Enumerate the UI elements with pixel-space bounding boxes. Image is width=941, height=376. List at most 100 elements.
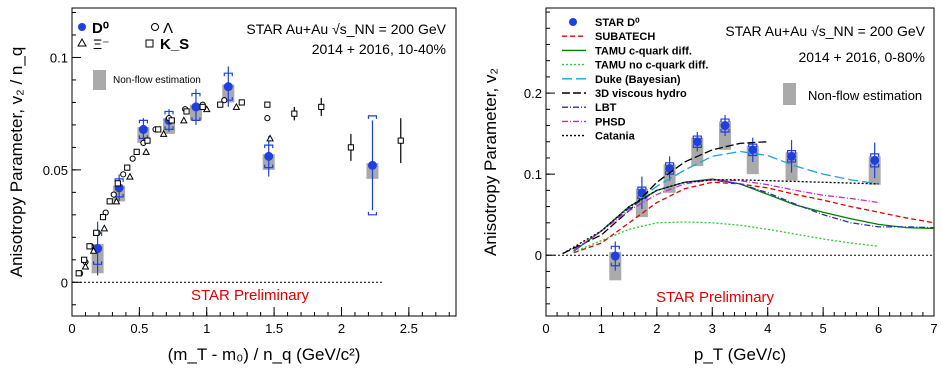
d0-point bbox=[720, 121, 730, 131]
right-panel: 0 1 2 3 4 5 6 7 0 0.1 0.2 Anisotropy Parameter, v₂… bbox=[481, 7, 938, 364]
left-y-tick-label: 0 bbox=[61, 275, 68, 290]
left-x-axis-title: (m_T - m₀) / n_q (GeV/c²) bbox=[168, 345, 361, 364]
xi-point bbox=[81, 262, 90, 270]
right-y-tick-label: 0 bbox=[535, 248, 542, 263]
ks-point bbox=[99, 213, 107, 221]
left-x-tick-label: 2.5 bbox=[400, 321, 418, 336]
right-y-tick-label: 0.1 bbox=[524, 167, 542, 182]
xi-point bbox=[159, 129, 168, 137]
left-series bbox=[75, 66, 404, 277]
left-y-tick-label: 0.05 bbox=[43, 163, 68, 178]
right-run-label: 2014 + 2016, 0-80% bbox=[799, 49, 926, 65]
d0-point bbox=[870, 155, 880, 165]
right-x-tick-label: 7 bbox=[930, 321, 937, 336]
left-panel: 0 0.5 1 1.5 2 2.5 0 0.05 0.1 Anisotropy Paramete… bbox=[7, 7, 457, 364]
right-x-tick-label: 1 bbox=[598, 321, 605, 336]
xi-point bbox=[142, 147, 150, 155]
d0-point bbox=[223, 82, 233, 92]
right-y-axis-title: Anisotropy Parameter, v₂ bbox=[481, 68, 500, 256]
d0-point bbox=[138, 124, 148, 134]
right-y-tick-label: 0.2 bbox=[524, 86, 542, 101]
ks-point bbox=[86, 243, 93, 250]
legend-nonflow-label: Non-flow estimation bbox=[113, 75, 201, 86]
left-nonflow-bands bbox=[91, 84, 379, 274]
ks-point bbox=[155, 126, 162, 133]
right-plot-frame bbox=[545, 7, 935, 317]
model-curve bbox=[562, 141, 768, 255]
right-legend-nonflow-box bbox=[783, 83, 796, 105]
ks-point bbox=[183, 108, 190, 115]
lambda-point bbox=[129, 155, 136, 162]
right-series bbox=[562, 114, 935, 271]
legend-d0-label: D⁰ bbox=[92, 20, 109, 37]
left-x-tick-label: 0.5 bbox=[130, 321, 148, 336]
xi-point bbox=[232, 102, 241, 110]
legend-entry-label: STAR D⁰ bbox=[595, 17, 640, 29]
left-preliminary-label: STAR Preliminary bbox=[191, 287, 310, 304]
left-legend: D⁰ Λ Ξ⁻ K_S Non-flow estimation bbox=[77, 20, 201, 90]
right-x-tick-label: 3 bbox=[709, 321, 716, 336]
ks-point bbox=[93, 229, 100, 236]
left-system-label: STAR Au+Au √s_NN = 200 GeV bbox=[246, 21, 446, 37]
right-nonflow-bands bbox=[609, 121, 881, 281]
xi-point bbox=[89, 246, 98, 254]
right-x-tick-label: 2 bbox=[653, 321, 660, 336]
ks-point bbox=[199, 103, 206, 111]
ks-point bbox=[264, 101, 271, 108]
ks-point bbox=[347, 144, 355, 151]
d0-point bbox=[787, 151, 797, 161]
right-x-tick-label: 5 bbox=[820, 321, 827, 336]
legend-entry-label: 3D viscous hydro bbox=[595, 88, 687, 100]
d0-point bbox=[748, 145, 758, 155]
legend-ks-marker bbox=[145, 39, 154, 48]
left-y-axis-title: Anisotropy Parameter, v₂ / n_q bbox=[7, 47, 26, 278]
legend-d0-marker bbox=[78, 23, 86, 31]
legend-nonflow-box bbox=[93, 70, 106, 90]
left-x-tick-label: 0 bbox=[68, 321, 75, 336]
legend-entry-label: PHSD bbox=[595, 116, 626, 128]
right-preliminary-label: STAR Preliminary bbox=[656, 289, 775, 306]
ks-point bbox=[238, 99, 245, 106]
legend-lambda-marker bbox=[151, 23, 159, 31]
legend-lambda-label: Λ bbox=[163, 20, 173, 37]
right-x-tick-label: 4 bbox=[764, 321, 771, 336]
left-y-tick-label: 0.1 bbox=[50, 50, 68, 65]
right-x-tick-label: 0 bbox=[542, 321, 549, 336]
legend-xi-marker bbox=[77, 37, 87, 47]
d0-point bbox=[665, 163, 675, 173]
right-system-label: STAR Au+Au √s_NN = 200 GeV bbox=[725, 23, 925, 39]
syst-bracket bbox=[367, 115, 378, 216]
xi-point bbox=[100, 224, 109, 232]
d0-point bbox=[637, 188, 647, 198]
legend-d0-marker bbox=[569, 18, 577, 26]
legend-entry-label: SUBATECH bbox=[595, 31, 655, 43]
legend-entry-label: TAMU c-quark diff. bbox=[595, 45, 692, 57]
d0-point bbox=[692, 137, 702, 147]
ks-point bbox=[114, 180, 121, 187]
model-curve bbox=[573, 179, 935, 252]
ks-point bbox=[291, 110, 298, 117]
model-curve bbox=[573, 181, 935, 254]
right-x-axis-title: p_T (GeV/c) bbox=[694, 345, 786, 364]
xi-point bbox=[112, 197, 121, 205]
legend-ks-label: K_S bbox=[160, 36, 189, 53]
right-legend-nonflow-label: Non-flow estimation bbox=[808, 88, 922, 103]
legend-entry-label: Catania bbox=[595, 131, 636, 143]
ks-point bbox=[144, 137, 151, 144]
ks-point bbox=[106, 198, 113, 205]
legend-entry-label: TAMU no c-quark diff. bbox=[595, 60, 708, 72]
ks-point bbox=[168, 117, 175, 124]
right-legend: STAR D⁰ SUBATECH TAMU c-quark diff. TAMU no… bbox=[562, 17, 708, 143]
ks-point bbox=[397, 137, 404, 144]
left-axis-ticks: 0 0.5 1 1.5 2 2.5 0 0.05 0.1 bbox=[43, 11, 450, 336]
lambda-point bbox=[110, 191, 117, 198]
model-curve bbox=[562, 179, 879, 255]
left-run-label: 2014 + 2016, 10-40% bbox=[312, 41, 446, 57]
legend-xi-label: Ξ⁻ bbox=[93, 36, 110, 52]
left-x-tick-label: 2 bbox=[338, 321, 345, 336]
d0-point bbox=[191, 102, 201, 112]
ks-point bbox=[75, 270, 82, 277]
d0-point bbox=[264, 151, 274, 161]
left-plot-frame bbox=[71, 7, 457, 317]
